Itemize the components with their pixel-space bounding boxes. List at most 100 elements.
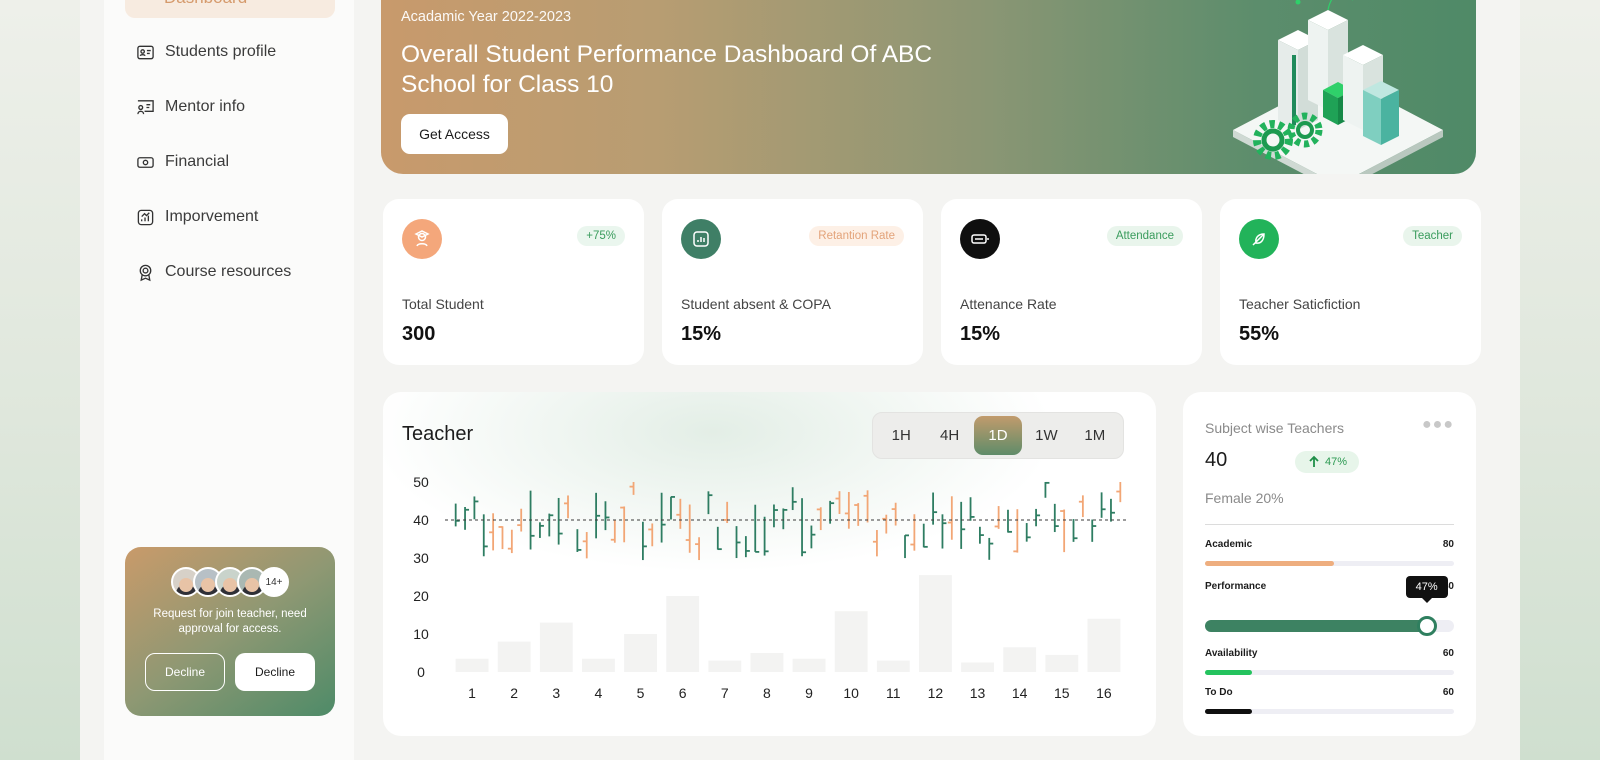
divider <box>1205 524 1454 525</box>
chart-title: Teacher <box>402 423 474 445</box>
x-tick-label: 10 <box>843 685 859 701</box>
metric-value: 60 <box>1442 687 1454 698</box>
id-card-icon <box>137 45 154 59</box>
progress-fill <box>1205 670 1253 675</box>
hero-banner: Acadamic Year 2022-2023 Overall Student … <box>381 0 1476 174</box>
stat-label: Student absent & COPA <box>681 296 831 312</box>
sidebar-item-label: Students profile <box>165 43 277 60</box>
metric-label: To Do <box>1205 687 1233 698</box>
sidebar-item-improvement[interactable]: Imporvement <box>136 203 336 231</box>
bar <box>961 662 994 672</box>
bar <box>834 611 868 672</box>
metric-label: Availability <box>1205 648 1258 659</box>
teacher-chart-panel: 0 10 20 30 40 50 1 2 3 4 5 6 7 8 9 10 11 12 13 14 15 16 Teach… <box>383 392 1156 736</box>
panel-title: Subject wise Teachers <box>1205 420 1345 436</box>
timeframe-selector: 1H 4H 1D 1W 1M <box>872 412 1124 459</box>
attendance-badge: Attendance <box>1106 226 1183 246</box>
x-tick-label: 3 <box>552 685 560 701</box>
request-text: Request for join teacher, need approval … <box>153 608 307 635</box>
bar <box>582 658 615 672</box>
stat-label: Attenance Rate <box>960 296 1057 312</box>
slider-handle[interactable] <box>1416 616 1437 636</box>
change-badge: 47% <box>1295 451 1359 473</box>
stat-label: Teacher Saticfiction <box>1239 296 1361 312</box>
x-tick-label: 12 <box>928 685 944 701</box>
sidebar-item-label: Mentor info <box>165 98 246 115</box>
timeframe-1h[interactable]: 1H <box>891 427 911 444</box>
bar <box>666 596 700 672</box>
stat-label: Total Student <box>402 296 484 312</box>
x-tick-label: 7 <box>721 685 729 701</box>
bar <box>1045 654 1079 672</box>
metric-value: 40 <box>1442 581 1454 592</box>
sidebar-item-label: Dashboard <box>164 0 247 8</box>
metric-label: Performance <box>1205 581 1267 592</box>
y-tick-label: 0 <box>417 664 425 680</box>
x-tick-label: 15 <box>1054 685 1070 701</box>
progress-fill <box>1205 709 1253 714</box>
metric-academic: Academic 80 <box>1205 539 1454 566</box>
stat-value: 15% <box>681 323 722 345</box>
y-tick-label: 30 <box>413 550 429 566</box>
stat-value: 300 <box>402 323 436 345</box>
sidebar-item-course-resources[interactable]: Course resources <box>136 258 336 286</box>
slider-tooltip: 47% <box>1405 576 1448 603</box>
metric-label: Academic <box>1205 539 1253 550</box>
retention-rate-badge: Retantion Rate <box>809 226 904 246</box>
stat-card-teacher-satisfaction: Teacher Teacher Saticfiction 55% <box>1220 199 1481 365</box>
progress-slider[interactable]: 47% <box>1205 576 1454 636</box>
sidebar-item-dashboard[interactable]: Dashboard <box>125 0 335 18</box>
arrow-up-icon <box>1309 455 1319 467</box>
x-tick-label: 5 <box>637 685 645 701</box>
decline-outline-button[interactable]: Decline <box>145 653 225 691</box>
sidebar-item-students-profile[interactable]: Students profile <box>136 38 336 66</box>
x-tick-label: 9 <box>805 685 813 701</box>
teacher-badge: Teacher <box>1403 226 1462 246</box>
teacher-count: 40 <box>1205 449 1228 471</box>
banknote-icon <box>137 156 154 168</box>
x-tick-label: 4 <box>595 685 603 701</box>
metric-value: 80 <box>1442 539 1454 550</box>
battery-icon <box>960 219 1000 259</box>
x-tick-label: 16 <box>1096 685 1112 701</box>
timeframe-1m[interactable]: 1M <box>1084 427 1106 444</box>
report-icon <box>681 219 721 259</box>
metric-value: 60 <box>1442 648 1454 659</box>
bar <box>497 641 531 672</box>
timeframe-1w[interactable]: 1W <box>1035 427 1058 444</box>
academic-year: Acadamic Year 2022-2023 <box>401 9 572 25</box>
progress-fill <box>1205 620 1427 632</box>
metric-performance: Performance 40 47% <box>1205 576 1454 636</box>
subject-wise-teachers-panel: Subject wise Teachers ●●● 40 47% Female … <box>1183 392 1476 736</box>
progress-track <box>1205 670 1454 675</box>
sidebar-item-label: Imporvement <box>165 208 259 225</box>
bar <box>792 658 826 672</box>
mentor-board-icon <box>137 99 154 114</box>
graduate-icon <box>402 219 442 259</box>
bar <box>919 575 952 672</box>
sidebar-item-label: Financial <box>165 153 230 170</box>
get-access-button[interactable]: Get Access <box>401 114 508 154</box>
timeframe-4h[interactable]: 4H <box>940 427 960 444</box>
bar <box>539 622 573 672</box>
more-options-icon[interactable]: ●●● <box>1422 416 1454 433</box>
join-request-card: 14+ Request for join teacher, need appro… <box>125 547 335 716</box>
stat-value: 55% <box>1239 323 1280 345</box>
page-title: Overall Student Performance Dashboard Of… <box>401 41 933 98</box>
x-tick-label: 14 <box>1012 685 1028 701</box>
isometric-chart-illustration <box>1233 0 1443 174</box>
progress-track <box>1205 561 1454 566</box>
bar <box>455 658 489 672</box>
sidebar-item-mentor-info[interactable]: Mentor info <box>136 93 336 121</box>
avatar-more-count: 14+ <box>259 567 289 597</box>
sidebar-item-financial[interactable]: Financial <box>136 148 336 176</box>
progress-track <box>1205 709 1454 714</box>
sidebar-item-label: Course resources <box>165 263 292 280</box>
y-tick-label: 10 <box>413 626 429 642</box>
bar <box>876 660 910 672</box>
timeframe-1d[interactable]: 1D <box>973 416 1023 455</box>
decline-button[interactable]: Decline <box>235 653 315 691</box>
x-tick-label: 6 <box>679 685 687 701</box>
y-tick-label: 50 <box>413 474 429 490</box>
